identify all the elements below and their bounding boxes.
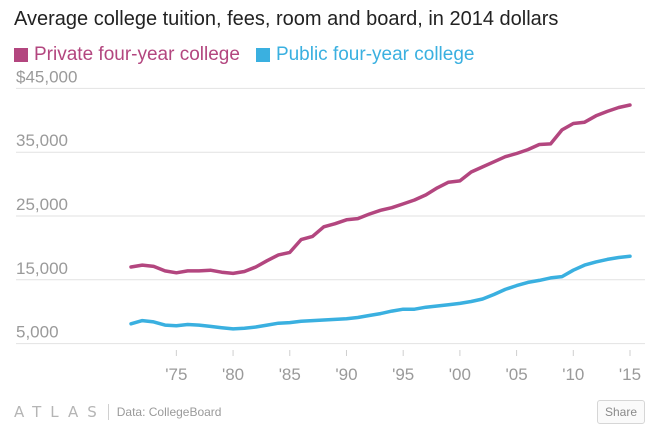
x-tick-label: '95 — [392, 365, 414, 384]
y-tick-label: 35,000 — [16, 131, 68, 150]
y-tick-label: 15,000 — [16, 259, 68, 278]
x-tick-label: '10 — [562, 365, 584, 384]
atlas-logo: ATLAS — [14, 403, 106, 421]
chart-legend: Private four-year college Public four-ye… — [14, 44, 490, 66]
series-line-private — [129, 103, 632, 276]
share-button[interactable]: Share — [596, 400, 645, 424]
legend-label-private: Private four-year college — [34, 44, 240, 65]
x-tick-label: '75 — [165, 365, 187, 384]
chart-title: Average college tuition, fees, room and … — [14, 8, 559, 30]
x-tick-label: '80 — [222, 365, 244, 384]
y-tick-label: 25,000 — [16, 195, 68, 214]
x-tick-label: '85 — [279, 365, 301, 384]
x-tick-label: '05 — [506, 365, 528, 384]
footer-divider — [107, 404, 109, 420]
x-tick-label: '90 — [335, 365, 357, 384]
legend-item-private: Private four-year college — [14, 44, 240, 66]
line-chart: 5,000 15,000 25,000 35,000 $45,000 '75 '80 '85 '… — [16, 67, 645, 384]
data-source: Data: CollegeBoard — [116, 405, 222, 419]
footer: ATLAS Data: CollegeBoard Share — [14, 400, 645, 424]
series-line-public — [129, 254, 632, 331]
legend-item-public: Public four-year college — [255, 44, 475, 66]
y-tick-label: 5,000 — [16, 323, 59, 342]
x-tick-label: '15 — [619, 365, 641, 384]
legend-swatch-private — [14, 48, 28, 62]
y-tick-label: $45,000 — [16, 67, 77, 86]
x-tick-label: '00 — [449, 365, 471, 384]
legend-label-public: Public four-year college — [275, 44, 475, 65]
legend-swatch-public — [255, 48, 270, 62]
